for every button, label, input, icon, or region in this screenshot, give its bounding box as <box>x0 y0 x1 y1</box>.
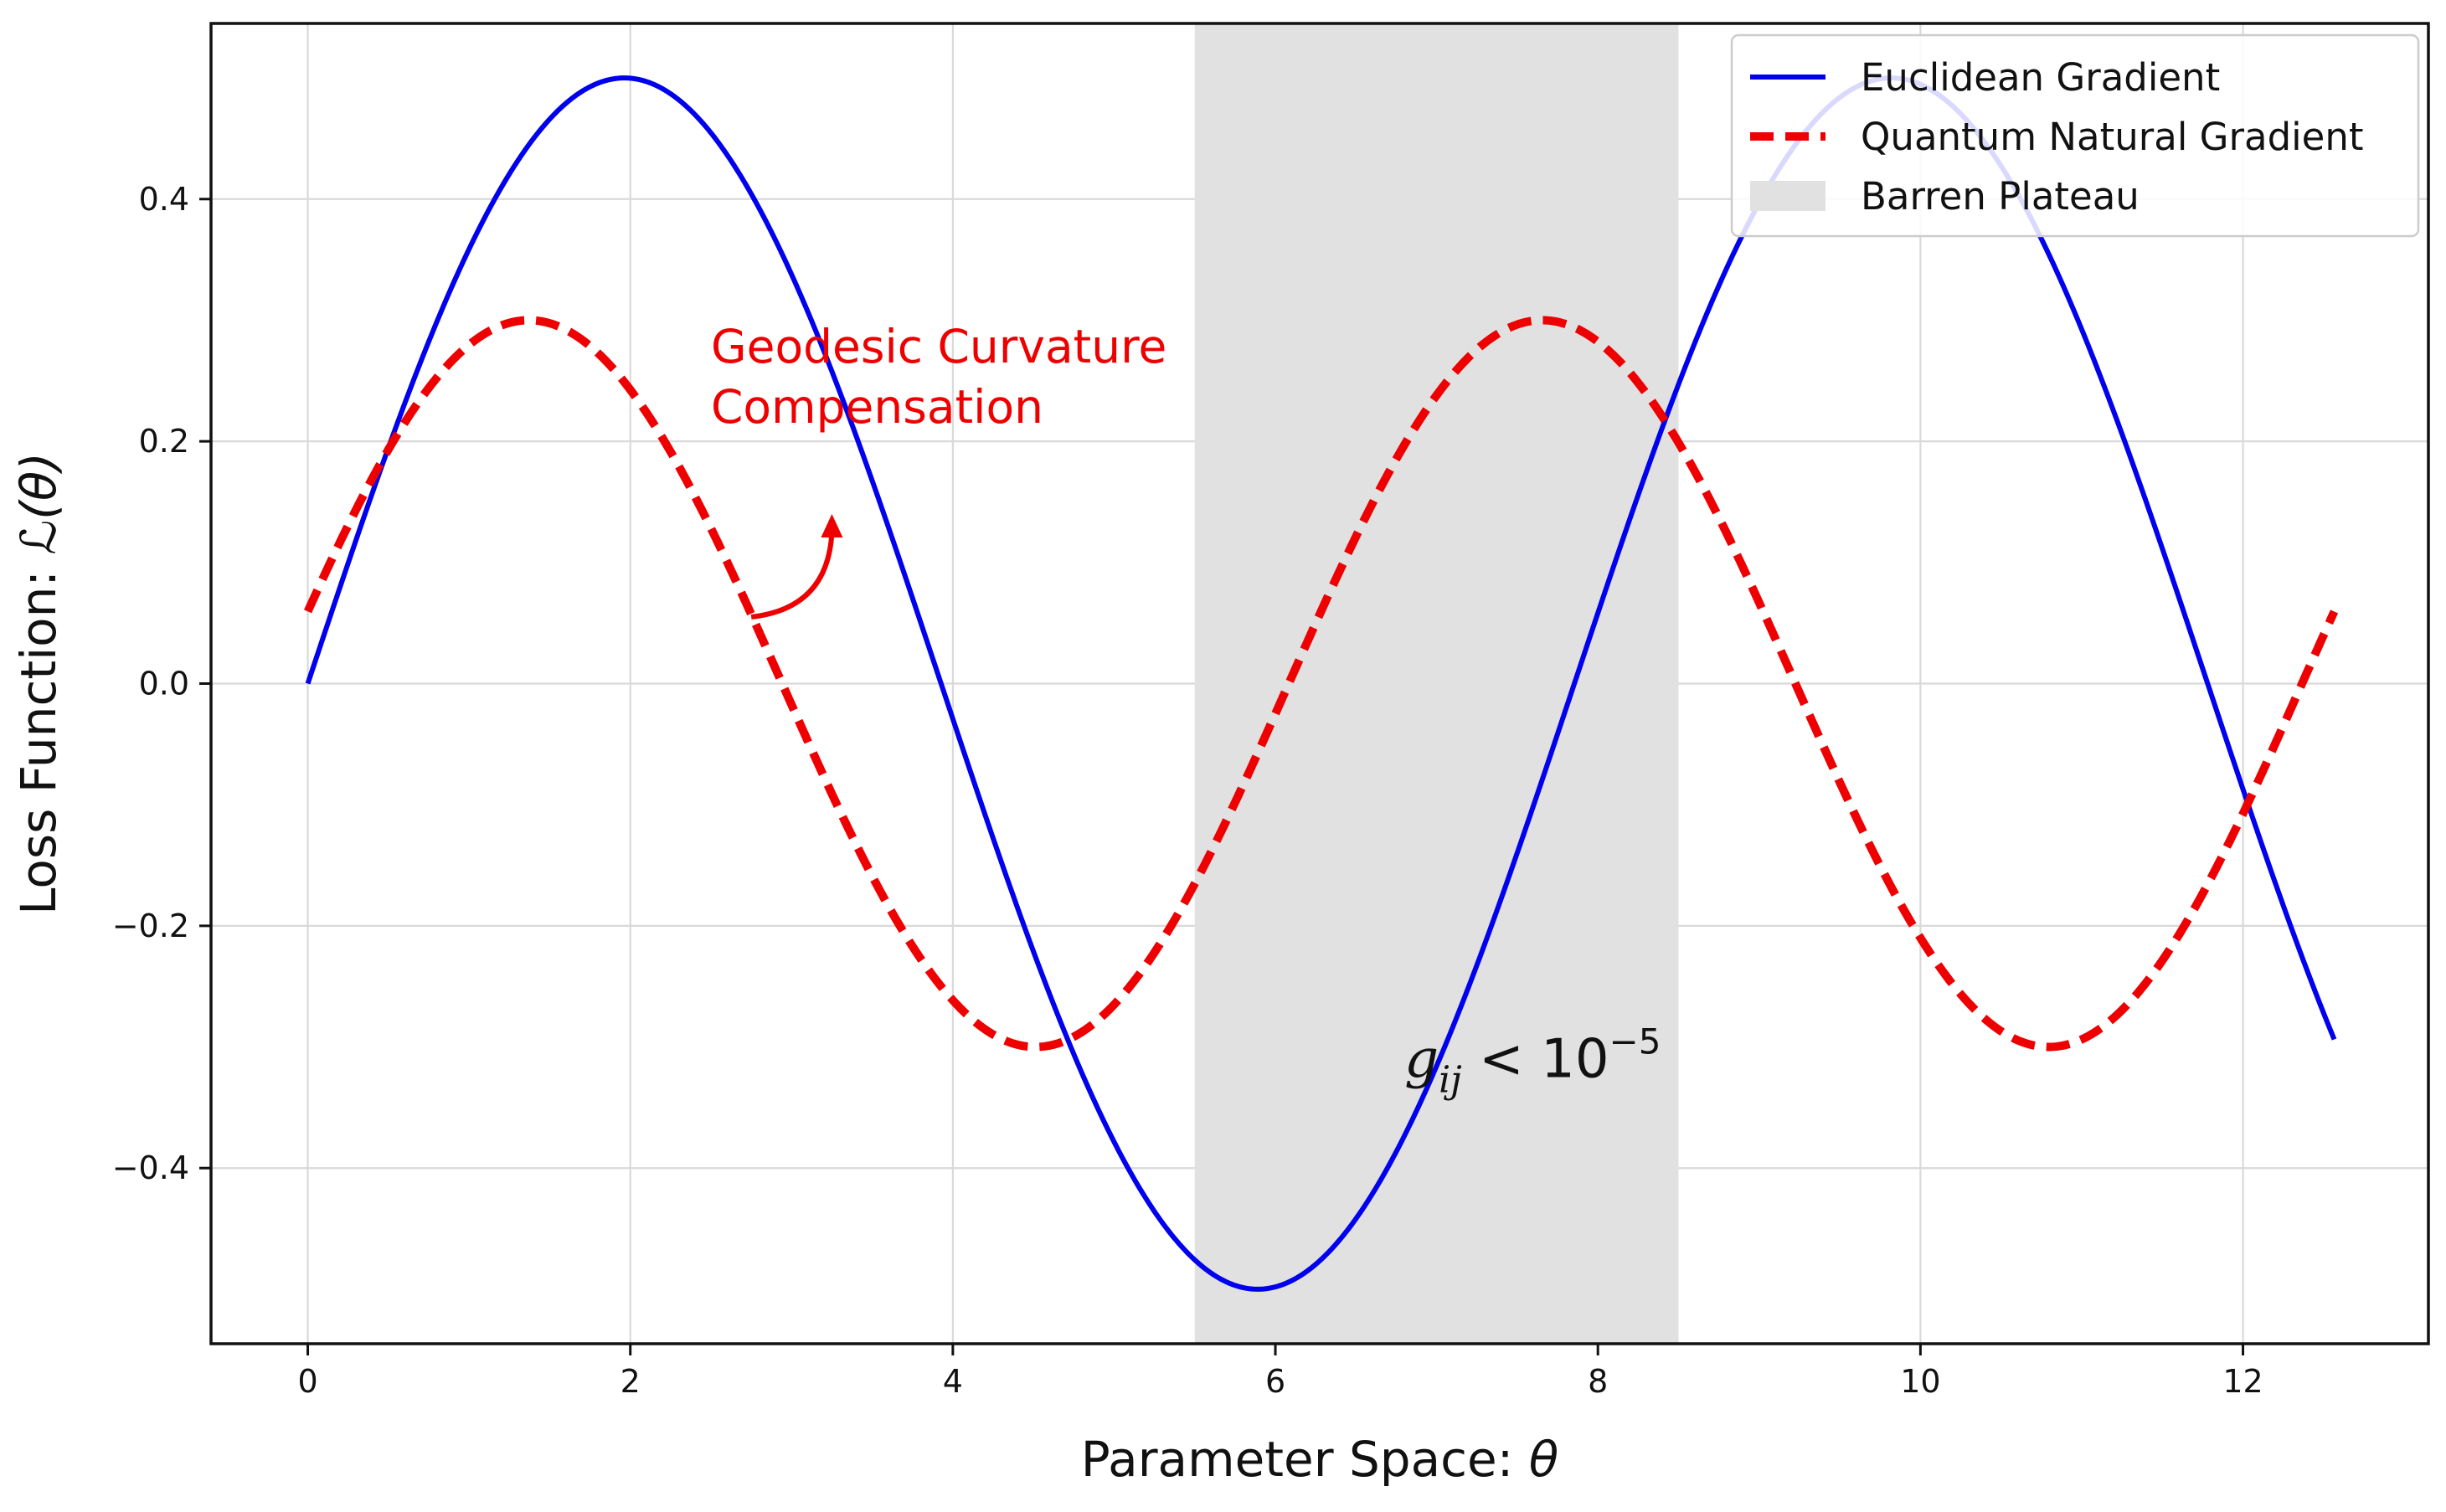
x-tick-label: 2 <box>621 1363 641 1400</box>
metric-annotation: gij < 10−5 <box>1404 1021 1661 1102</box>
annotation-arrow-head <box>821 513 843 537</box>
y-tick-label: 0.0 <box>139 666 189 702</box>
y-tick-label: −0.4 <box>112 1149 189 1186</box>
x-axis-label: Parameter Space: θ <box>1081 1431 1558 1488</box>
annotation-line-2: Compensation <box>711 380 1043 434</box>
legend-swatch-barren-plateau <box>1750 181 1825 211</box>
y-axis-label-text: Loss Function: <box>10 555 67 915</box>
y-tick-label: 0.2 <box>139 423 189 460</box>
geodesic-annotation: Geodesic Curvature Compensation <box>711 320 1182 434</box>
x-tick-label: 8 <box>1588 1363 1608 1400</box>
y-axis-label: Loss Function: ℒ(θ) <box>10 452 67 915</box>
x-axis-label-text: Parameter Space: <box>1081 1431 1529 1488</box>
metric-base: g <box>1404 1029 1439 1091</box>
legend-label-euclidean: Euclidean Gradient <box>1861 55 2220 100</box>
x-tick-label: 6 <box>1265 1363 1285 1400</box>
barren-plateau-region <box>1194 23 1679 1344</box>
x-tick-label: 10 <box>1900 1363 1940 1400</box>
y-tick-label: 0.4 <box>139 181 189 218</box>
quantum-natural-gradient-line <box>303 316 2339 1052</box>
y-axis-label-symbol: ℒ(θ) <box>10 452 67 555</box>
x-tick-label: 12 <box>2222 1363 2263 1400</box>
y-tick-label: −0.2 <box>112 908 189 944</box>
annotation-layer: Geodesic Curvature Compensation gij < 10… <box>711 320 1661 1102</box>
metric-relation: < 10 <box>1462 1029 1609 1091</box>
annotation-line-1: Geodesic Curvature <box>711 320 1166 373</box>
annotation-arrow <box>750 532 835 620</box>
legend-label-quantum: Quantum Natural Gradient <box>1861 115 2364 159</box>
legend: Euclidean Gradient Quantum Natural Gradi… <box>1730 33 2420 238</box>
shaded-region-layer <box>1194 23 1679 1344</box>
metric-subscript: ij <box>1439 1059 1462 1102</box>
legend-box <box>1730 33 2420 238</box>
metric-exponent: −5 <box>1609 1021 1661 1062</box>
axis-ticks: 0 2 4 6 8 10 12 0.4 0.2 0.0 −0.2 −0.4 <box>112 181 2263 1400</box>
x-axis-label-symbol: θ <box>1529 1431 1559 1488</box>
x-tick-label: 0 <box>297 1363 317 1400</box>
legend-label-barren-plateau: Barren Plateau <box>1861 174 2140 219</box>
x-tick-label: 4 <box>943 1363 963 1400</box>
